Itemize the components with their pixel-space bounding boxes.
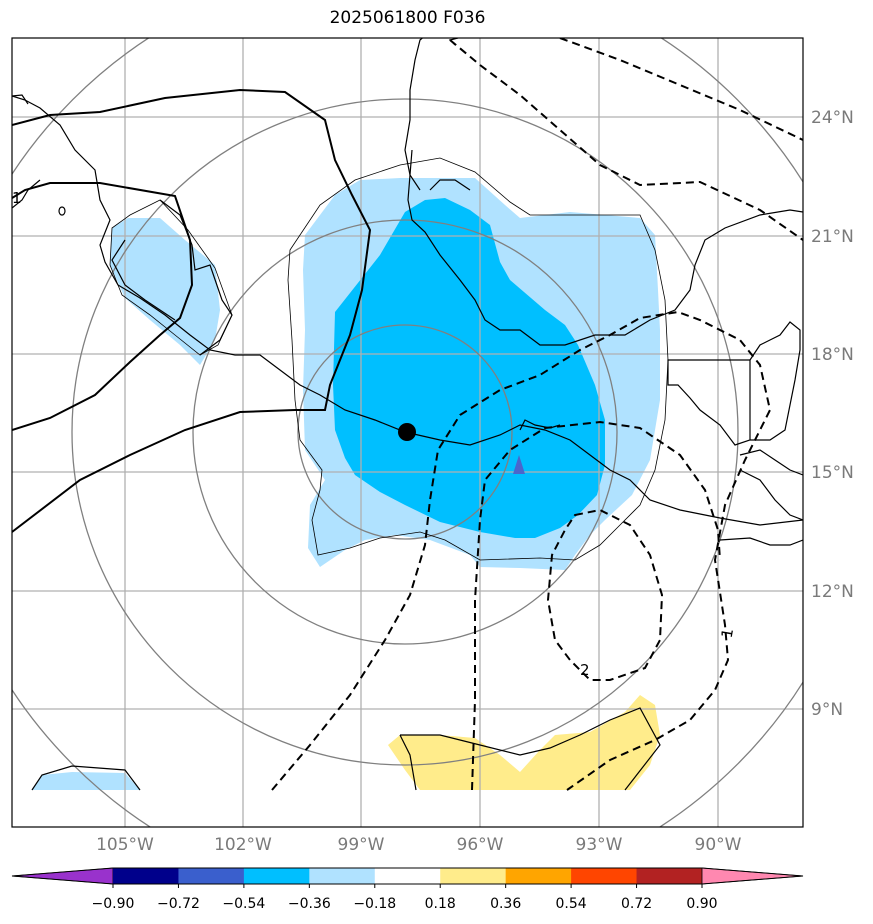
lat-label: 18°N [811, 345, 854, 365]
colorbar: −0.90 −0.72 −0.54 −0.36 −0.18 0.18 0.36 0.54 0.7… [11, 867, 804, 912]
colorbar-segment [243, 868, 310, 884]
map-title: 2025061800 F036 [329, 8, 486, 28]
contour-label: 1 [12, 189, 22, 207]
colorbar-tick-label: 0.36 [490, 896, 521, 912]
colorbar-min-extension [11, 867, 114, 885]
lat-label: 15°N [811, 463, 854, 483]
contour-label: 1 [718, 627, 737, 640]
colorbar-segment [113, 868, 179, 884]
colorbar-tick-label: 0.18 [425, 896, 456, 912]
lat-label: 24°N [811, 108, 854, 128]
contour-label: 2 [580, 661, 590, 679]
lon-label: 90°W [695, 835, 742, 855]
coastlines [12, 38, 803, 791]
solid-contours [12, 88, 372, 533]
map-area: 1 1 2 [12, 38, 803, 827]
center-dot [398, 423, 416, 441]
longitude-labels: 105°W 102°W 99°W 96°W 93°W 90°W [96, 835, 742, 855]
lon-label: 96°W [457, 835, 504, 855]
colorbar-max-extension [701, 867, 804, 885]
lat-label: 9°N [811, 700, 843, 720]
colorbar-tick-label: −0.18 [353, 896, 396, 912]
light-blue-region-left [110, 218, 220, 365]
lon-label: 99°W [338, 835, 385, 855]
lon-label: 102°W [214, 835, 272, 855]
light-blue-region-southwest [32, 772, 140, 790]
yellow-region-south [388, 695, 660, 790]
colorbar-tick-label: −0.54 [222, 896, 265, 912]
graticule [12, 38, 803, 827]
colorbar-tick-label: 0.90 [686, 896, 717, 912]
lat-label: 21°N [811, 227, 854, 247]
colorbar-tick-label: −0.90 [92, 896, 135, 912]
colorbar-segment [374, 868, 441, 884]
storm-symbol-icon [513, 455, 525, 474]
colorbar-segment [440, 868, 507, 884]
dashed-contours [271, 38, 803, 791]
range-rings [12, 38, 803, 827]
lat-label: 12°N [811, 582, 854, 602]
colorbar-segment [571, 868, 638, 884]
colorbar-segment [505, 868, 572, 884]
colorbar-tick-label: 0.72 [621, 896, 652, 912]
latitude-labels: 24°N 21°N 18°N 15°N 12°N 9°N [811, 108, 854, 720]
blue-region [333, 198, 605, 538]
lon-label: 105°W [96, 835, 154, 855]
colorbar-segment [636, 868, 703, 884]
lon-label: 93°W [576, 835, 623, 855]
colorbar-tick-label: 0.54 [556, 896, 587, 912]
colorbar-segment [178, 868, 245, 884]
colorbar-tick-label: −0.36 [288, 896, 331, 912]
colorbar-tick-label: −0.72 [157, 896, 200, 912]
thin-contour-west [109, 199, 233, 356]
map-frame [11, 37, 804, 828]
thin-contour [287, 157, 669, 561]
colorbar-segment [309, 868, 376, 884]
